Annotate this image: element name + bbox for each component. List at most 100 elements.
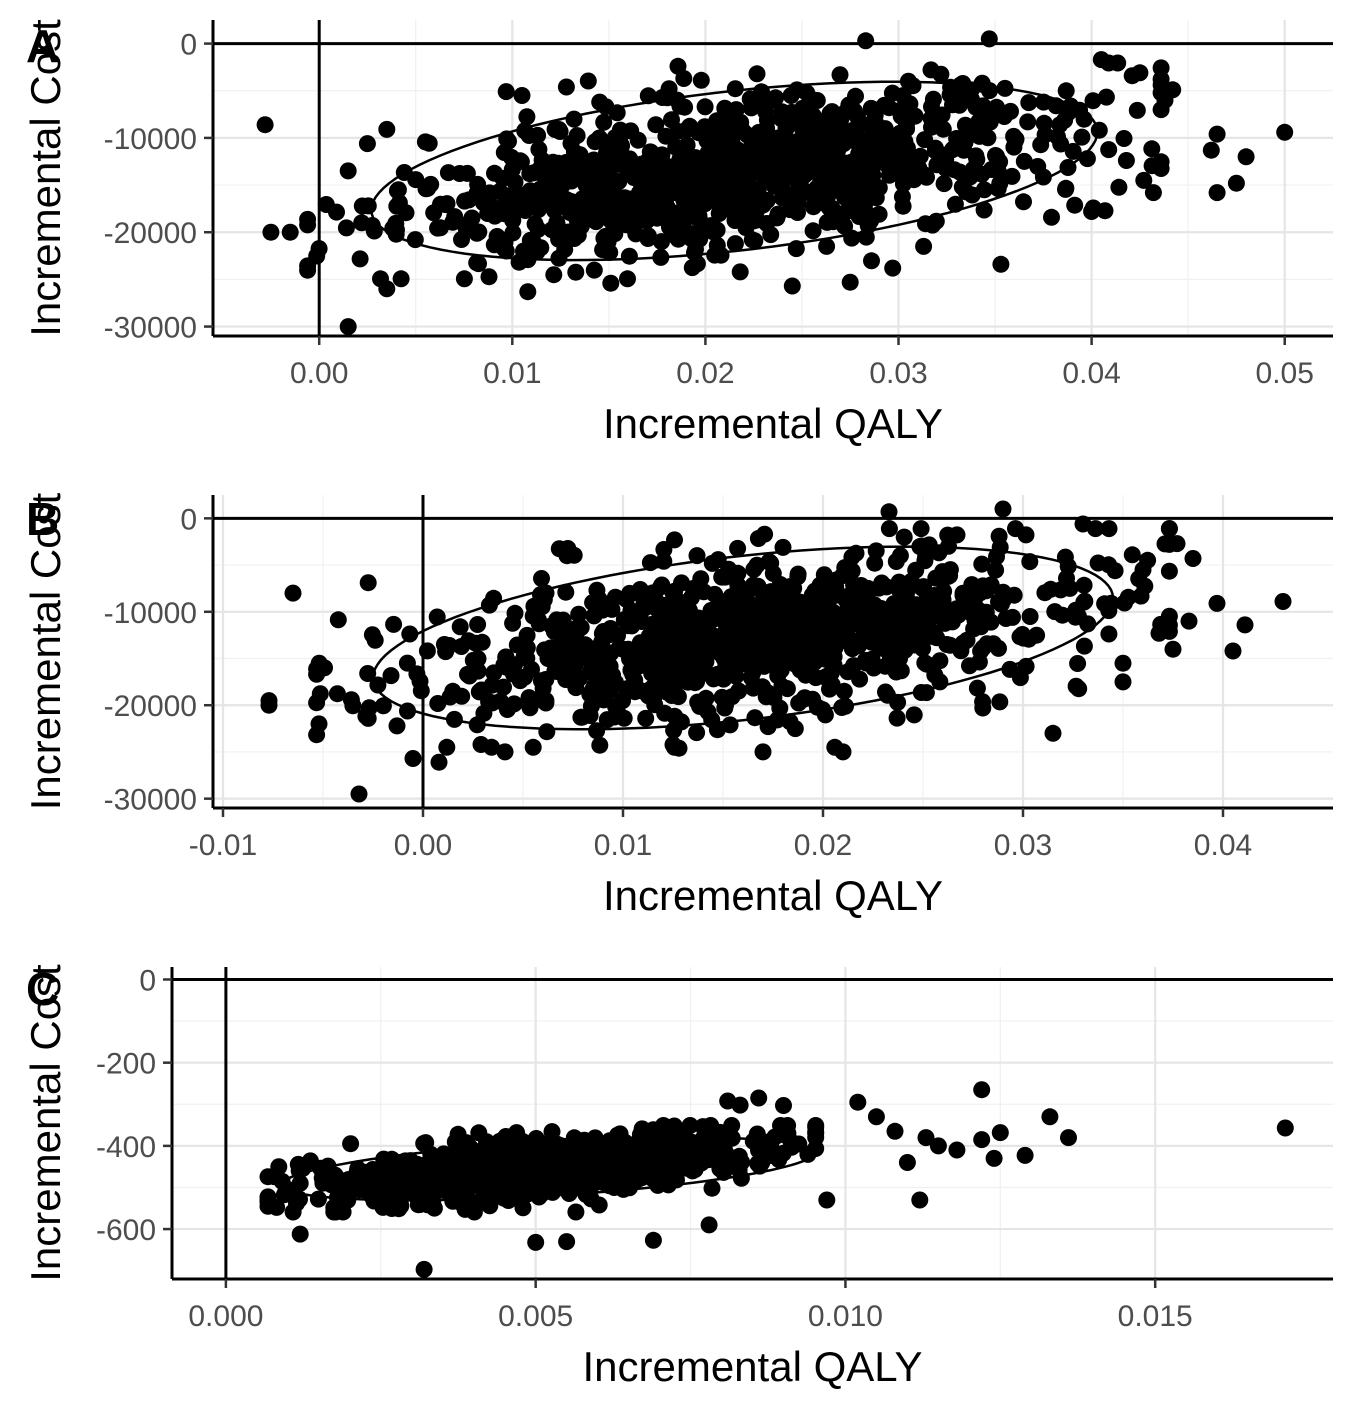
data-point bbox=[821, 680, 838, 698]
data-point bbox=[527, 1233, 545, 1251]
y-tick-label: -30000 bbox=[104, 784, 197, 817]
x-axis-title: Incremental QALY bbox=[582, 1343, 922, 1390]
data-point bbox=[437, 1165, 455, 1183]
data-point bbox=[545, 266, 563, 284]
data-point bbox=[777, 609, 795, 627]
data-point bbox=[582, 204, 600, 222]
data-point bbox=[834, 154, 852, 171]
data-point bbox=[806, 653, 824, 671]
data-point bbox=[350, 785, 368, 803]
data-point bbox=[635, 595, 653, 613]
data-point bbox=[986, 100, 1004, 118]
data-point bbox=[813, 194, 831, 212]
data-point bbox=[1073, 128, 1091, 146]
data-point bbox=[1005, 138, 1023, 156]
data-point bbox=[1164, 640, 1182, 658]
data-point bbox=[985, 1149, 1003, 1167]
data-point bbox=[868, 153, 886, 171]
data-point bbox=[785, 579, 803, 597]
data-point bbox=[863, 252, 880, 270]
data-point bbox=[538, 723, 556, 741]
data-point bbox=[851, 670, 869, 688]
data-point bbox=[516, 202, 534, 219]
data-point bbox=[1135, 171, 1153, 189]
data-point bbox=[770, 639, 787, 656]
data-point bbox=[595, 113, 613, 131]
data-point bbox=[944, 141, 962, 159]
data-point bbox=[911, 1191, 929, 1209]
data-point bbox=[619, 617, 637, 635]
data-point bbox=[843, 562, 861, 580]
data-point bbox=[915, 237, 933, 255]
data-point bbox=[658, 1169, 676, 1186]
data-point bbox=[1069, 655, 1087, 672]
data-point bbox=[848, 133, 866, 151]
data-point bbox=[724, 1149, 741, 1167]
data-point bbox=[870, 179, 888, 197]
data-point bbox=[621, 650, 638, 668]
data-point bbox=[851, 586, 869, 604]
data-point bbox=[567, 1203, 585, 1221]
data-point bbox=[782, 593, 799, 611]
data-point bbox=[291, 1174, 309, 1192]
data-point bbox=[308, 665, 326, 683]
data-point bbox=[418, 642, 436, 660]
y-axis-title: Incremental Cost bbox=[22, 492, 69, 810]
x-tick-label: 0.00 bbox=[394, 829, 452, 862]
data-point bbox=[733, 212, 751, 230]
data-point bbox=[1066, 196, 1084, 214]
data-point bbox=[807, 1119, 825, 1136]
data-point bbox=[359, 709, 377, 727]
data-point bbox=[1057, 82, 1075, 100]
data-point bbox=[919, 626, 937, 644]
data-point bbox=[1016, 1146, 1034, 1164]
data-point bbox=[291, 1225, 309, 1243]
data-point bbox=[309, 1190, 327, 1208]
data-point bbox=[754, 678, 771, 696]
x-tick-label: 0.01 bbox=[483, 357, 541, 390]
data-point bbox=[613, 137, 630, 155]
data-point bbox=[1003, 167, 1021, 185]
data-point bbox=[629, 131, 647, 149]
data-point bbox=[973, 555, 991, 573]
data-point bbox=[558, 1233, 576, 1251]
data-point bbox=[522, 188, 540, 206]
data-point bbox=[573, 190, 591, 208]
data-point bbox=[289, 1155, 307, 1173]
data-point bbox=[617, 192, 634, 209]
data-point bbox=[804, 222, 822, 240]
data-point bbox=[758, 119, 776, 137]
data-point bbox=[831, 66, 849, 84]
data-point bbox=[342, 1135, 360, 1153]
data-point bbox=[870, 604, 888, 622]
data-point bbox=[965, 620, 983, 638]
data-point bbox=[647, 116, 665, 134]
data-point bbox=[1180, 612, 1198, 630]
data-point bbox=[1067, 601, 1085, 619]
data-point bbox=[363, 626, 381, 644]
data-point bbox=[1156, 535, 1174, 553]
data-point bbox=[353, 197, 371, 215]
data-point bbox=[1083, 203, 1101, 220]
data-point bbox=[529, 126, 547, 144]
data-point bbox=[564, 639, 582, 657]
data-point bbox=[585, 261, 603, 279]
data-point bbox=[562, 134, 580, 152]
x-tick-label: 0.005 bbox=[498, 1300, 573, 1333]
data-point bbox=[392, 270, 410, 288]
data-point bbox=[731, 1096, 749, 1114]
y-tick-label: -20000 bbox=[104, 690, 197, 723]
data-point bbox=[894, 638, 912, 656]
data-point bbox=[1046, 603, 1064, 621]
data-point bbox=[452, 638, 470, 655]
confidence-ellipse bbox=[371, 545, 1115, 731]
data-point bbox=[806, 602, 824, 620]
data-point bbox=[428, 608, 446, 626]
data-point bbox=[715, 599, 733, 617]
data-point bbox=[703, 1179, 721, 1197]
data-point bbox=[815, 566, 833, 584]
data-point bbox=[745, 560, 763, 578]
data-point bbox=[1184, 550, 1202, 567]
data-point bbox=[818, 1191, 836, 1209]
data-point bbox=[1117, 152, 1135, 169]
